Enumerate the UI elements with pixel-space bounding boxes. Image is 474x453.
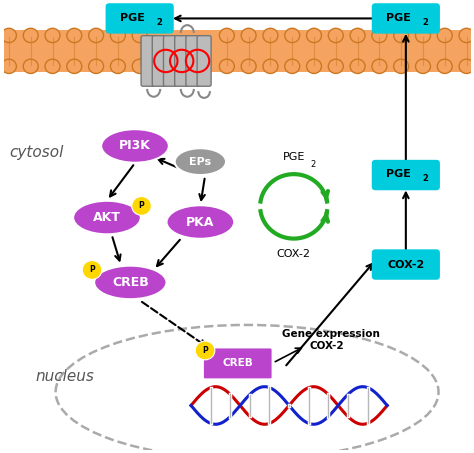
Text: 2: 2 [156,18,162,27]
Bar [4,29,471,72]
Ellipse shape [73,201,141,234]
Circle shape [110,28,125,43]
Text: PKA: PKA [186,216,215,228]
Circle shape [263,59,278,73]
Circle shape [307,59,321,73]
Circle shape [1,28,17,43]
FancyBboxPatch shape [106,3,174,34]
Circle shape [394,28,409,43]
FancyBboxPatch shape [197,36,211,86]
Circle shape [394,59,409,73]
Text: CREB: CREB [222,358,253,368]
Ellipse shape [101,129,169,163]
Circle shape [285,59,300,73]
Text: EPs: EPs [189,157,211,167]
Circle shape [23,59,38,73]
Circle shape [132,197,151,215]
Circle shape [372,59,387,73]
Circle shape [89,59,103,73]
FancyBboxPatch shape [372,3,440,34]
Circle shape [438,28,452,43]
Circle shape [459,28,474,43]
Circle shape [67,28,82,43]
Circle shape [82,260,102,280]
Text: PGE: PGE [120,13,145,23]
Text: COX-2: COX-2 [387,260,425,270]
FancyBboxPatch shape [152,36,166,86]
Circle shape [438,59,452,73]
FancyBboxPatch shape [164,36,177,86]
Text: 2: 2 [422,18,428,27]
Circle shape [459,59,474,73]
Ellipse shape [94,265,166,299]
FancyBboxPatch shape [141,36,155,86]
Circle shape [219,28,234,43]
FancyBboxPatch shape [175,36,189,86]
Text: nucleus: nucleus [36,369,94,384]
Text: 2: 2 [422,174,428,183]
Text: Gene expression: Gene expression [282,329,380,339]
Circle shape [23,28,38,43]
Text: PGE: PGE [386,169,411,179]
Text: AKT: AKT [93,211,121,224]
Circle shape [241,59,256,73]
Text: PI3K: PI3K [119,140,151,153]
FancyBboxPatch shape [372,249,440,280]
Ellipse shape [166,205,234,239]
Text: cytosol: cytosol [10,145,64,160]
Text: P: P [139,202,145,210]
Circle shape [372,28,387,43]
Circle shape [328,28,343,43]
Circle shape [285,28,300,43]
FancyBboxPatch shape [186,36,200,86]
Circle shape [307,28,321,43]
Circle shape [45,59,60,73]
Circle shape [416,59,430,73]
Circle shape [219,59,234,73]
Circle shape [1,59,17,73]
Text: P: P [89,265,95,275]
Text: CREB: CREB [112,276,149,289]
Circle shape [67,59,82,73]
Circle shape [110,59,125,73]
Circle shape [132,28,147,43]
Text: 2: 2 [311,160,316,169]
Circle shape [195,341,215,360]
FancyBboxPatch shape [372,160,440,190]
Text: P: P [202,346,208,355]
Ellipse shape [175,148,226,175]
Circle shape [132,59,147,73]
Circle shape [241,28,256,43]
FancyBboxPatch shape [203,348,272,379]
Text: PGE: PGE [386,13,411,23]
Circle shape [350,28,365,43]
Circle shape [416,28,430,43]
Circle shape [263,28,278,43]
Text: PGE: PGE [283,152,305,162]
Text: COX-2: COX-2 [277,249,311,259]
Circle shape [45,28,60,43]
Text: COX-2: COX-2 [309,341,344,351]
Circle shape [89,28,103,43]
Circle shape [350,59,365,73]
Circle shape [328,59,343,73]
